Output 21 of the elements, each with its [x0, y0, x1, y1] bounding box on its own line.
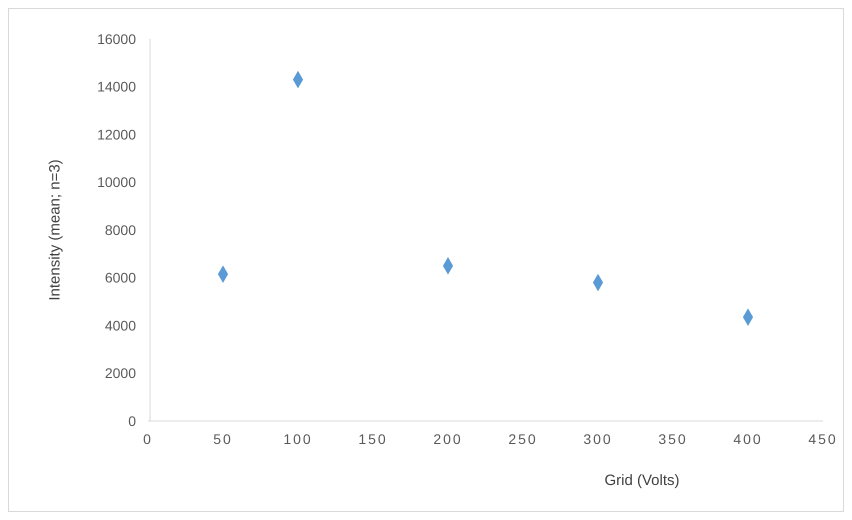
x-tick-label: 100: [283, 431, 313, 447]
y-tick-label: 16000: [97, 30, 136, 47]
y-tick-label: 2000: [104, 365, 136, 382]
y-axis-title: Intensity (mean; n=3): [46, 159, 64, 301]
y-tick-label: 6000: [104, 270, 136, 286]
y-tick-label: 10000: [97, 174, 136, 190]
x-tick-label: 250: [508, 431, 538, 447]
x-tick-label: 300: [583, 431, 613, 447]
y-tick-label: 4000: [104, 317, 136, 334]
x-tick-label: 50: [213, 431, 233, 447]
x-tick-label: 200: [433, 431, 463, 447]
x-tick-label: 350: [658, 431, 688, 447]
y-tick-label: 0: [128, 412, 136, 429]
x-tick-label: 0: [143, 431, 153, 447]
x-tick-label: 150: [358, 431, 388, 447]
y-tick-label: 12000: [97, 126, 136, 142]
x-tick-label: 400: [733, 431, 763, 447]
y-tick-label: 8000: [104, 222, 136, 238]
x-axis-title: Grid (Volts): [604, 472, 680, 489]
y-tick-label: 14000: [97, 78, 136, 95]
x-tick-label: 450: [808, 431, 838, 447]
